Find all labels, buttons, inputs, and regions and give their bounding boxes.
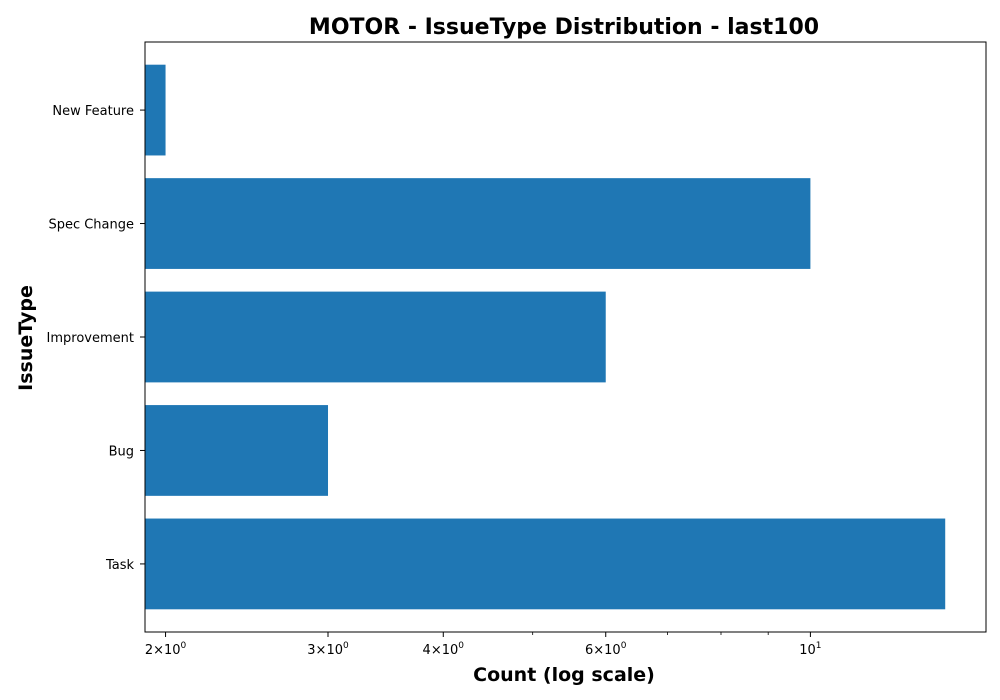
bar bbox=[145, 518, 946, 610]
x-tick-label: 4×100 bbox=[423, 641, 465, 658]
bar bbox=[145, 178, 811, 269]
y-tick-label: New Feature bbox=[52, 104, 134, 119]
chart-title: MOTOR - IssueType Distribution - last100 bbox=[309, 15, 819, 40]
y-tick-label: Task bbox=[105, 558, 135, 573]
x-tick-label: 3×100 bbox=[307, 641, 349, 658]
y-axis-title: IssueType bbox=[15, 285, 37, 391]
y-tick-label: Bug bbox=[109, 444, 134, 459]
x-tick-label: 6×100 bbox=[585, 641, 627, 658]
y-tick-label: Improvement bbox=[47, 331, 134, 346]
bar bbox=[145, 405, 329, 496]
x-axis-title: Count (log scale) bbox=[473, 664, 655, 686]
bar bbox=[145, 64, 166, 156]
x-tick-label: 2×100 bbox=[145, 641, 187, 658]
bars-group bbox=[145, 64, 946, 610]
bar bbox=[145, 291, 606, 383]
y-tick-label: Spec Change bbox=[48, 218, 134, 233]
y-axis: Task Bug Improvement Spec Change New Feature bbox=[47, 104, 145, 573]
